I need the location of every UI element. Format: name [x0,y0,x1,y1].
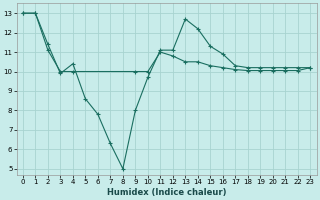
X-axis label: Humidex (Indice chaleur): Humidex (Indice chaleur) [107,188,226,197]
